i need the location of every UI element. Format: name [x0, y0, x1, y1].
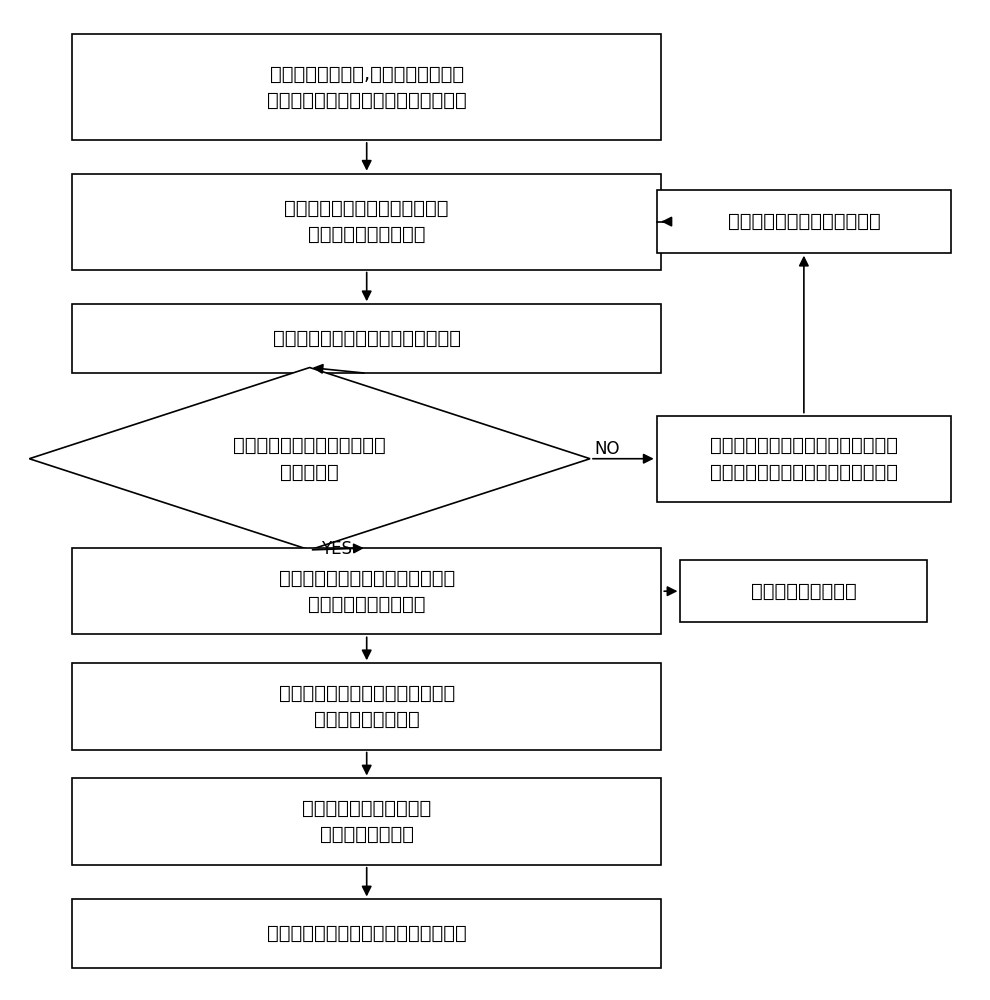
Text: 根据测量出来的坡口数据，分析并
计算坡口宽度等信息。: 根据测量出来的坡口数据，分析并 计算坡口宽度等信息。 [278, 568, 454, 614]
Text: YES: YES [321, 540, 352, 558]
Text: 生成焊接加工代码，完成多层多道焊接: 生成焊接加工代码，完成多层多道焊接 [267, 924, 466, 943]
Bar [72, 304, 661, 373]
Text: 将坡口数据传到上位机，并进行分析: 将坡口数据传到上位机，并进行分析 [272, 329, 460, 348]
Bar [72, 663, 661, 750]
Text: 坡口测量是否都在线激光扫描
范围之内？: 坡口测量是否都在线激光扫描 范围之内？ [234, 436, 386, 481]
Bar [72, 899, 661, 968]
Text: 将离散不规则的变坡口，拟合成线
性连续的多段线坡口: 将离散不规则的变坡口，拟合成线 性连续的多段线坡口 [278, 684, 454, 729]
Text: NO: NO [595, 440, 621, 458]
Polygon shape [30, 368, 590, 550]
Text: 重新生成焊接机器人运动轨迹: 重新生成焊接机器人运动轨迹 [728, 212, 880, 231]
Bar [680, 560, 928, 622]
Text: 进行中厚板变坡口的多层
多道焊接轨迹规划: 进行中厚板变坡口的多层 多道焊接轨迹规划 [302, 799, 432, 844]
Text: 焊接机器人带动线激光传感器运
动，进行坡口扫描测量: 焊接机器人带动线激光传感器运 动，进行坡口扫描测量 [284, 199, 448, 244]
Bar [72, 548, 661, 634]
Bar [656, 416, 951, 502]
Text: 根据焊接工件图纸,求出变坡口中心线
轨迹坐标，并生成焊接机器人运动程序: 根据焊接工件图纸,求出变坡口中心线 轨迹坐标，并生成焊接机器人运动程序 [267, 64, 466, 110]
Bar [72, 34, 661, 140]
Text: 修正变坡口中心曲线: 修正变坡口中心曲线 [751, 582, 856, 601]
Text: 根据扫描得到的那部分完整的坡口数
据，插值并拟合出新的坡口中心曲线: 根据扫描得到的那部分完整的坡口数 据，插值并拟合出新的坡口中心曲线 [710, 436, 898, 481]
Bar [72, 778, 661, 865]
Bar [656, 190, 951, 253]
Bar [72, 174, 661, 270]
